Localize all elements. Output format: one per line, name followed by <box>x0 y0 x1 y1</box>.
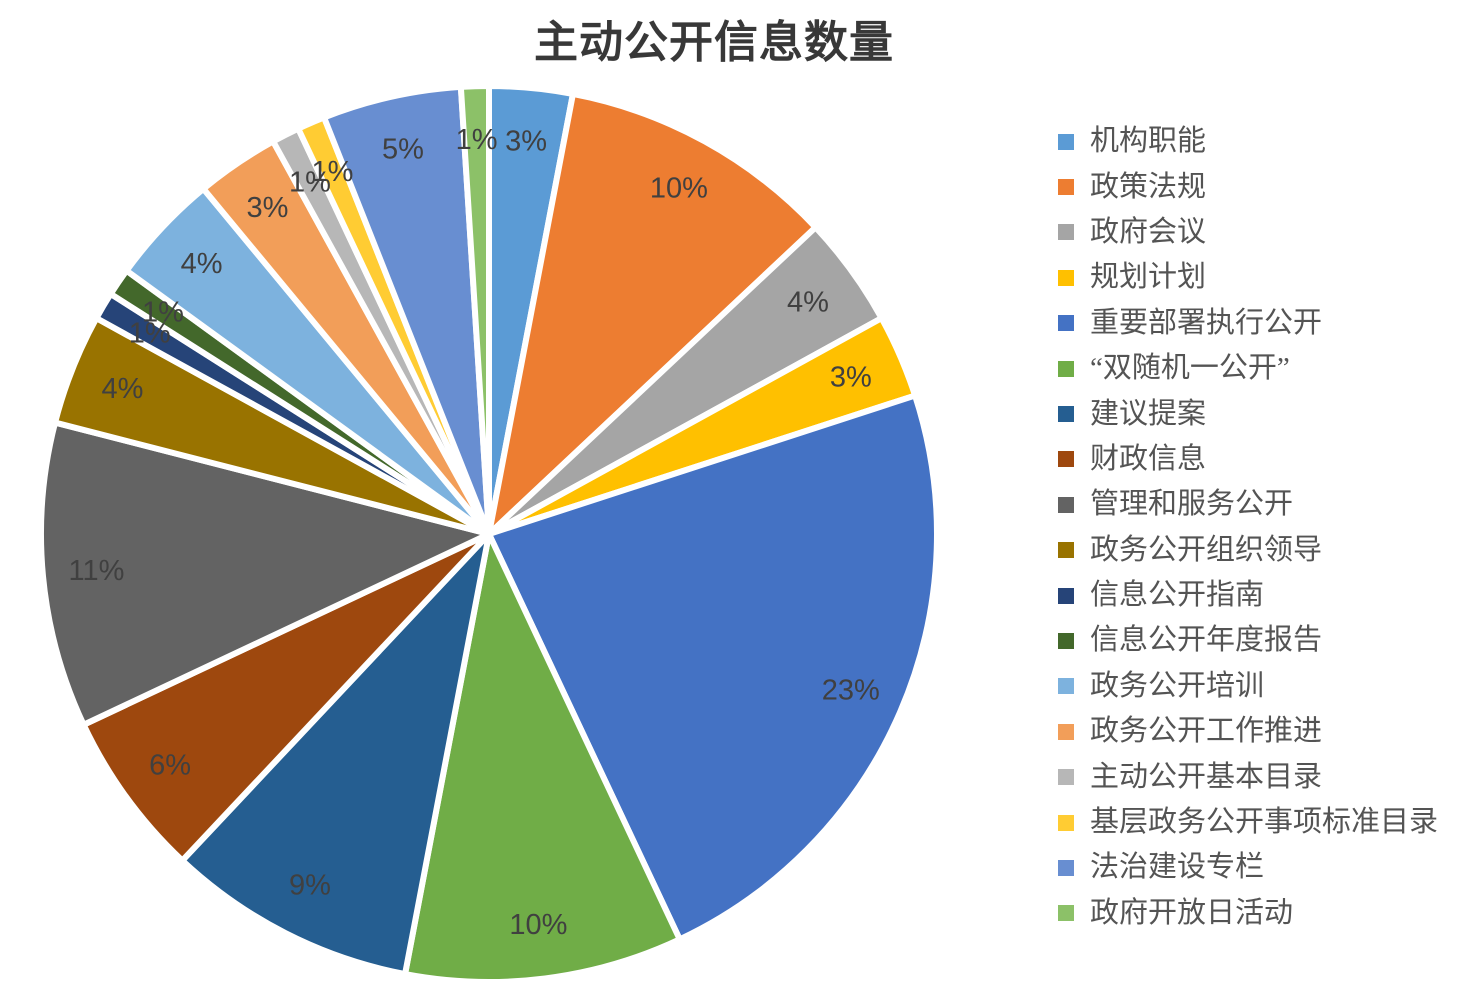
legend-item-2: 政策法规 <box>1058 164 1438 209</box>
data-label: 3% <box>830 361 872 393</box>
legend-item-1: 机构职能 <box>1058 119 1438 164</box>
chart-legend: 机构职能政策法规政府会议规划计划重要部署执行公开 “双随机一公开” 建议提案财政信息… <box>1058 119 1438 936</box>
data-label: 1% <box>142 296 184 328</box>
legend-swatch-icon <box>1058 315 1074 332</box>
legend-item-4: 规划计划 <box>1058 255 1438 300</box>
data-label: 10% <box>509 909 567 941</box>
data-label: 4% <box>101 373 143 405</box>
data-label: 1% <box>456 124 498 156</box>
legend-swatch-icon <box>1058 859 1074 876</box>
data-label: 10% <box>650 173 708 205</box>
pie-slice-9 <box>38 419 492 728</box>
legend-item-12: 信息公开年度报告 <box>1058 618 1438 663</box>
legend-swatch-icon <box>1058 542 1074 559</box>
legend-label: 政务公开工作推进 <box>1090 715 1323 748</box>
legend-swatch-icon <box>1058 133 1074 150</box>
legend-item-6: “双随机一公开” <box>1058 346 1438 391</box>
legend-item-9: 管理和服务公开 <box>1058 482 1438 527</box>
legend-swatch-icon <box>1058 723 1074 740</box>
legend-item-16: 基层政务公开事项标准目录 <box>1058 800 1438 845</box>
data-label: 5% <box>382 133 424 165</box>
legend-label: 规划计划 <box>1090 261 1207 294</box>
legend-swatch-icon <box>1058 269 1074 286</box>
legend-swatch-icon <box>1058 406 1074 423</box>
legend-item-11: 信息公开指南 <box>1058 573 1438 618</box>
legend-swatch-icon <box>1058 769 1074 786</box>
legend-label: 财政信息 <box>1090 442 1207 475</box>
pie-chart: 3%10%4%3%23%10%9%6%11%4%1%1%4%3%1%1%5% 1% <box>38 82 940 985</box>
legend-item-7: 建议提案 <box>1058 391 1438 436</box>
legend-item-15: 主动公开基本目录 <box>1058 754 1438 799</box>
legend-swatch-icon <box>1058 496 1074 513</box>
legend-item-3: 政府会议 <box>1058 210 1438 255</box>
legend-item-8: 财政信息 <box>1058 437 1438 482</box>
legend-swatch-icon <box>1058 360 1074 377</box>
legend-item-17: 法治建设专栏 <box>1058 845 1438 890</box>
legend-swatch-icon <box>1058 224 1074 241</box>
pie-slice-18 <box>457 82 492 537</box>
data-label: 6% <box>149 750 191 782</box>
pie-slice-2 <box>486 90 819 537</box>
legend-swatch-icon <box>1058 814 1074 831</box>
legend-label: 政务公开组织领导 <box>1090 533 1323 566</box>
data-label: 1% <box>289 167 331 199</box>
pie-slice-5 <box>486 392 940 943</box>
legend-label: 法治建设专栏 <box>1090 851 1265 884</box>
legend-swatch-icon <box>1058 179 1074 196</box>
legend-label: 建议提案 <box>1090 397 1207 430</box>
legend-label: 政务公开培训 <box>1090 669 1265 702</box>
legend-item-13: 政务公开培训 <box>1058 664 1438 709</box>
legend-item-14: 政务公开工作推进 <box>1058 709 1438 754</box>
legend-label: 信息公开指南 <box>1090 579 1265 612</box>
pie-slice-6 <box>402 531 683 985</box>
legend-label: 管理和服务公开 <box>1090 488 1294 521</box>
data-label: 11% <box>69 555 125 587</box>
legend-item-18: 政府开放日活动 <box>1058 891 1438 936</box>
legend-swatch-icon <box>1058 632 1074 649</box>
legend-item-5: 重要部署执行公开 <box>1058 301 1438 346</box>
legend-label: 基层政务公开事项标准目录 <box>1090 806 1439 839</box>
data-label: 9% <box>289 869 331 901</box>
legend-swatch-icon <box>1058 587 1074 604</box>
legend-item-10: 政务公开组织领导 <box>1058 528 1438 573</box>
data-label: 1% <box>311 156 353 188</box>
legend-label: 机构职能 <box>1090 125 1207 158</box>
legend-label: 主动公开基本目录 <box>1090 760 1323 793</box>
data-label: 4% <box>181 248 223 280</box>
pie-slice-8 <box>80 531 492 864</box>
data-label: 3% <box>505 126 547 158</box>
legend-label: 政府开放日活动 <box>1090 896 1294 929</box>
legend-label: 政策法规 <box>1090 170 1207 203</box>
data-label: 3% <box>246 192 288 224</box>
legend-swatch-icon <box>1058 451 1074 468</box>
legend-swatch-icon <box>1058 905 1074 922</box>
pie-slice-7 <box>179 531 492 978</box>
legend-swatch-icon <box>1058 678 1074 695</box>
legend-label: 重要部署执行公开 <box>1090 306 1323 339</box>
legend-label: 信息公开年度报告 <box>1090 624 1323 657</box>
chart-title: 主动公开信息数量 <box>534 18 894 67</box>
data-label: 4% <box>787 286 829 318</box>
data-label: 1% <box>129 317 171 349</box>
legend-label: 政府会议 <box>1090 215 1207 248</box>
data-label: 23% <box>822 675 880 707</box>
legend-label: “双随机一公开” <box>1090 352 1290 385</box>
